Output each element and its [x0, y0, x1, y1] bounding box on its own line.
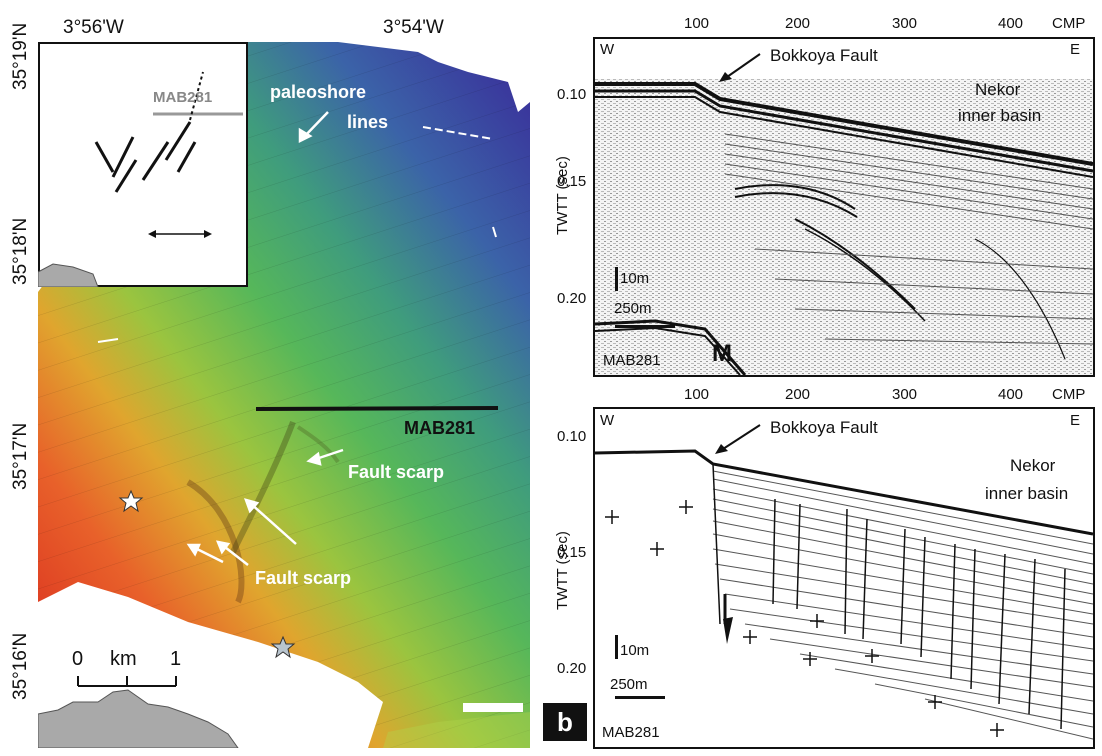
fault-scarp-label-2: Fault scarp — [255, 568, 352, 588]
scale-label-one: 1 — [170, 648, 182, 670]
bottom-basin-label-line2: inner basin — [985, 484, 1069, 503]
top-cmp-tick-200: 200 — [785, 15, 811, 32]
top-profile-label: MAB281 — [603, 352, 661, 369]
bottom-cmp-tick-400: 400 — [998, 386, 1024, 403]
fault-scarp-label-1: Fault scarp — [348, 462, 445, 482]
bottom-basin-label-line1: Nekor — [1010, 456, 1056, 475]
paleoshore-label-line1: paleoshore — [270, 82, 367, 102]
lat-label-2: 35°18'N — [10, 217, 31, 285]
inset-profile-label: MAB281 — [153, 89, 213, 106]
epicenter-star-1 — [118, 489, 144, 513]
bottom-cmp-tick-200: 200 — [785, 386, 811, 403]
bottom-twtt-010: 0.10 — [557, 428, 587, 445]
top-twtt-axis-label: TWTT (sec) — [554, 156, 571, 235]
scale-label-zero: 0 — [72, 648, 84, 670]
lat-label-3: 35°17'N — [10, 422, 31, 490]
top-cmp-tick-400: 400 — [998, 15, 1024, 32]
bottom-hscale-label: 250m — [610, 676, 648, 693]
panel-label-b: b — [543, 703, 587, 741]
top-west-label: W — [600, 41, 615, 58]
scale-label-unit: km — [110, 648, 137, 670]
bottom-cmp-tick-300: 300 — [892, 386, 918, 403]
lon-label-1: 3°56'W — [63, 17, 124, 38]
lon-label-2: 3°54'W — [383, 17, 444, 38]
bottom-fault-label: Bokkoya Fault — [770, 418, 878, 437]
bottom-west-label: W — [600, 412, 615, 429]
top-vscale-label: 10m — [620, 270, 650, 287]
top-cmp-tick-300: 300 — [892, 15, 918, 32]
epicenter-star-2 — [270, 635, 296, 659]
top-basin-label-line2: inner basin — [958, 106, 1042, 125]
lat-label-4: 35°16'N — [10, 632, 31, 700]
top-basin-label-line1: Nekor — [975, 80, 1021, 99]
bottom-profile-label: MAB281 — [602, 724, 660, 741]
interpretation-drawing — [595, 424, 1093, 740]
seismic-profile-image — [595, 53, 1093, 375]
bottom-twtt-015: 0.15 — [557, 544, 587, 561]
profile-label-mab281: MAB281 — [404, 418, 476, 438]
top-twtt-015: 0.15 — [557, 173, 587, 190]
lat-label-1: 35°19'N — [10, 22, 31, 90]
bottom-twtt-axis-label: TWTT (sec) — [554, 531, 571, 610]
top-hscale-label: 250m — [614, 300, 652, 317]
location-inset — [38, 42, 248, 287]
bottom-east-label: E — [1070, 412, 1081, 429]
scale-bar — [77, 676, 177, 687]
profile-line-mab281 — [255, 406, 499, 411]
top-cmp-tick-100: 100 — [684, 15, 710, 32]
top-fault-label: Bokkoya Fault — [770, 46, 878, 65]
top-east-label: E — [1070, 41, 1081, 58]
bottom-cmp-tick-100: 100 — [684, 386, 710, 403]
bottom-cmp-label: CMP — [1052, 386, 1086, 403]
bottom-twtt-020: 0.20 — [557, 660, 587, 677]
paleoshore-label-line2: lines — [347, 112, 389, 132]
multiple-label: M — [712, 340, 732, 367]
bottom-vscale-label: 10m — [620, 642, 650, 659]
top-twtt-020: 0.20 — [557, 290, 587, 307]
top-cmp-label: CMP — [1052, 15, 1086, 32]
top-twtt-010: 0.10 — [557, 86, 587, 103]
